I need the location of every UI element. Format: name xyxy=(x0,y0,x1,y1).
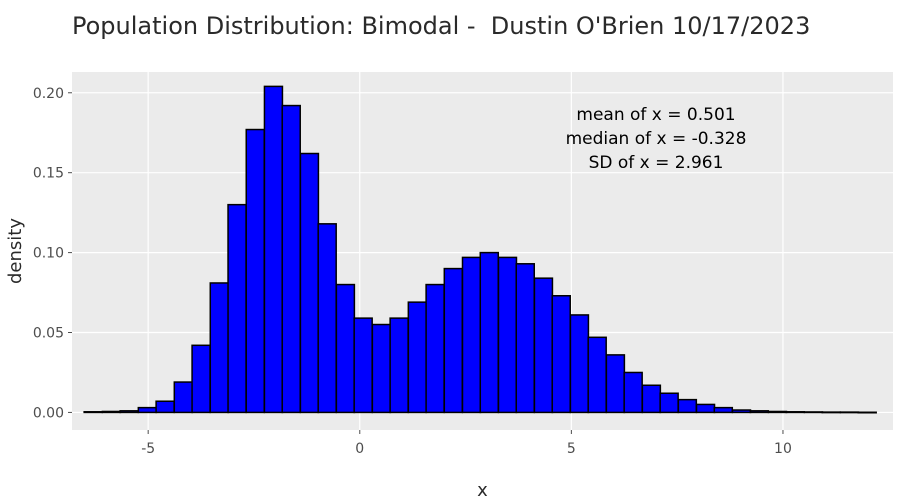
histogram-bar xyxy=(443,267,464,414)
histogram-bar xyxy=(731,409,752,414)
histogram-bar xyxy=(479,251,500,414)
histogram-bar xyxy=(659,392,679,414)
histogram-bar xyxy=(749,410,770,414)
histogram-bar xyxy=(767,410,788,414)
histogram-bars xyxy=(83,85,877,414)
x-tick-label: 0 xyxy=(355,441,364,457)
y-tick-label: 0.10 xyxy=(33,246,64,262)
histogram-bar xyxy=(425,283,445,414)
y-tick-label: 0.05 xyxy=(33,326,64,342)
histogram-bar xyxy=(461,256,482,414)
stats-text: mean of x = 0.501 median of x = -0.328 SD … xyxy=(566,105,747,173)
histogram-bar xyxy=(569,314,590,414)
stats-line: median of x = -0.328 xyxy=(566,129,747,149)
histogram-bar xyxy=(533,277,554,414)
histogram-bar xyxy=(209,282,230,414)
histogram-bar xyxy=(281,104,301,414)
histogram-bar xyxy=(641,384,662,414)
histogram-bar xyxy=(227,203,247,414)
histogram-bar xyxy=(335,283,356,414)
histogram-bar xyxy=(155,400,175,414)
axis-ticks: -5 0 5 10 0.00 0.05 0.10 0.15 0.20 xyxy=(33,86,792,457)
stats-annotation: mean of x = 0.501 median of x = -0.328 SD … xyxy=(566,105,747,173)
histogram-bar xyxy=(623,371,643,414)
histogram-bar xyxy=(263,85,284,414)
histogram-bar xyxy=(173,381,194,414)
histogram-bar xyxy=(713,406,734,414)
histogram-bar xyxy=(821,411,841,414)
histogram-bar xyxy=(803,411,824,414)
x-tick-label: 5 xyxy=(567,441,576,457)
histogram-bar xyxy=(587,336,607,414)
histogram-bar xyxy=(407,301,428,414)
histogram-bar xyxy=(371,323,392,414)
histogram-bar xyxy=(83,411,103,414)
histogram-bar xyxy=(497,256,518,414)
histogram-bar xyxy=(137,406,158,414)
histogram-bar xyxy=(101,410,122,414)
x-tick-label: 10 xyxy=(774,441,792,457)
y-tick-label: 0.15 xyxy=(33,166,64,182)
histogram-bar xyxy=(857,411,877,414)
histogram-bar xyxy=(695,403,716,414)
histogram-bar xyxy=(191,344,211,414)
histogram-bar xyxy=(299,152,320,414)
histogram-bar xyxy=(119,410,139,414)
histogram-bar xyxy=(839,411,860,414)
histogram-bar xyxy=(605,354,626,414)
histogram-bar xyxy=(317,223,337,414)
chart-title: Population Distribution: Bimodal - Dusti… xyxy=(72,12,811,40)
stats-line: SD of x = 2.961 xyxy=(589,153,724,173)
histogram-bar xyxy=(515,263,535,414)
histogram-bar xyxy=(353,317,373,414)
histogram-bar xyxy=(785,411,805,414)
y-axis-title: density xyxy=(5,218,26,284)
histogram-bar xyxy=(389,317,409,414)
histogram-bar xyxy=(245,128,265,414)
y-tick-label: 0.00 xyxy=(33,405,64,421)
x-axis-title: x xyxy=(477,480,488,500)
stats-line: mean of x = 0.501 xyxy=(576,105,735,125)
x-tick-label: -5 xyxy=(141,441,155,457)
histogram-bar xyxy=(551,295,571,414)
histogram-bar xyxy=(677,398,698,414)
y-tick-label: 0.20 xyxy=(33,86,64,102)
